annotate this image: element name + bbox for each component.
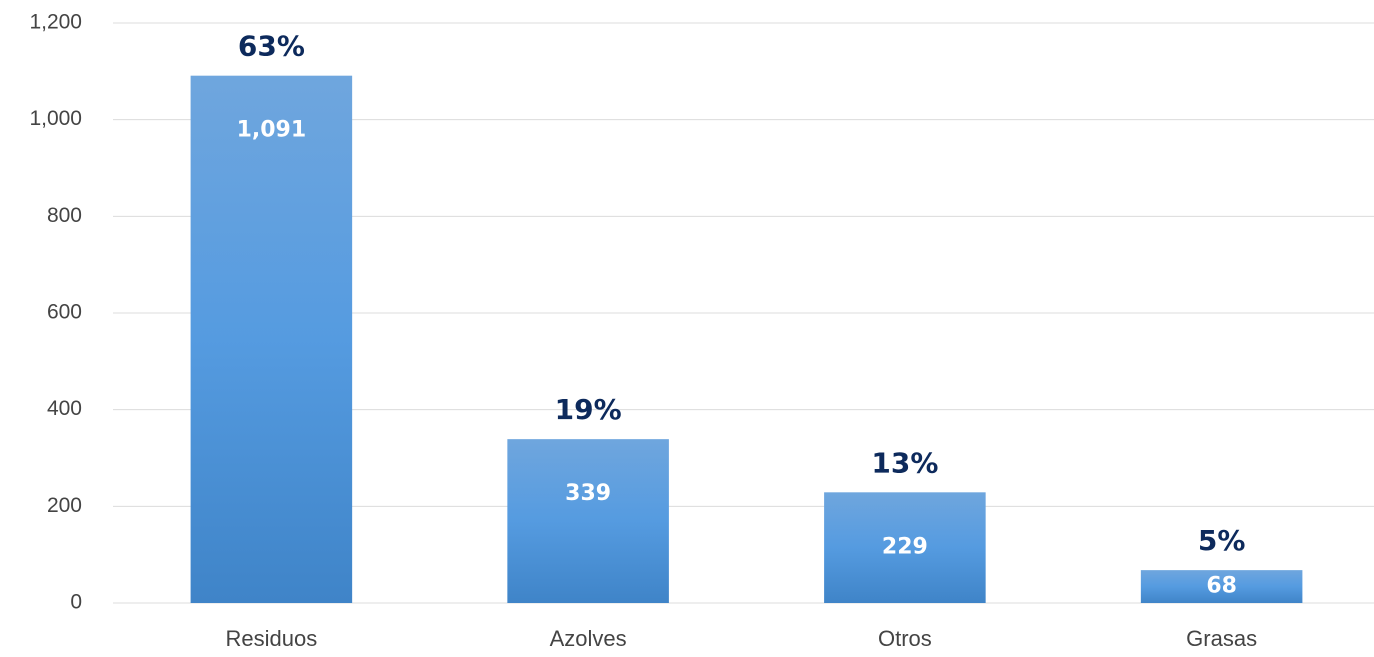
x-tick-label: Residuos xyxy=(226,626,318,651)
y-tick-label: 800 xyxy=(47,204,82,227)
percentage-label: 19% xyxy=(555,393,622,426)
percentage-label: 5% xyxy=(1198,524,1246,557)
x-tick-label: Otros xyxy=(878,626,932,651)
y-tick-label: 1,000 xyxy=(29,107,82,130)
bar xyxy=(824,492,986,603)
x-tick-label: Grasas xyxy=(1186,626,1257,651)
value-label: 339 xyxy=(565,481,611,506)
bar xyxy=(507,439,669,603)
value-label: 229 xyxy=(882,534,928,559)
x-tick-label: Azolves xyxy=(550,626,627,651)
bar xyxy=(1140,570,1303,603)
y-tick-label: 1,200 xyxy=(29,11,82,34)
y-tick-label: 200 xyxy=(47,494,82,517)
bar xyxy=(190,75,353,603)
percentage-label: 63% xyxy=(238,30,305,63)
y-tick-label: 600 xyxy=(47,301,82,324)
value-label: 1,091 xyxy=(237,118,307,143)
percentage-label: 13% xyxy=(871,446,938,479)
y-tick-label: 0 xyxy=(70,591,82,614)
value-label: 68 xyxy=(1206,574,1237,599)
y-tick-label: 400 xyxy=(47,397,82,420)
